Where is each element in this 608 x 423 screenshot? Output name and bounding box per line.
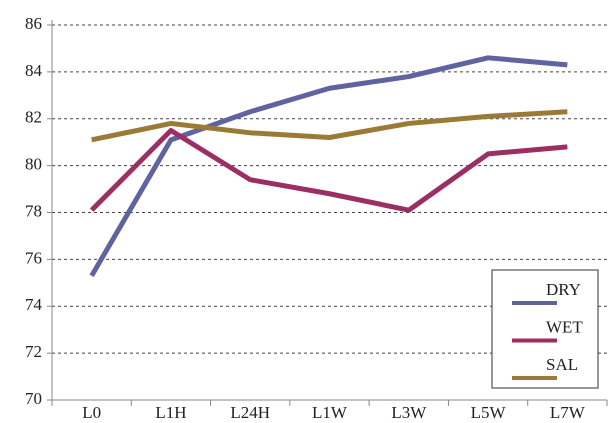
- series-line: [89, 127, 568, 213]
- series-line: [91, 109, 568, 143]
- y-tick-label: 80: [25, 155, 42, 174]
- legend-label: WET: [546, 317, 583, 336]
- legend-label: SAL: [546, 355, 578, 374]
- x-tick-label: L24H: [230, 403, 270, 422]
- series-line: [89, 55, 568, 278]
- y-tick-label: 72: [25, 342, 42, 361]
- y-tick-label: 78: [25, 201, 42, 220]
- y-tick-label: 70: [25, 389, 42, 408]
- y-tick-label: 86: [25, 14, 42, 33]
- y-tick-label: 82: [25, 108, 42, 127]
- legend-label: DRY: [546, 280, 581, 299]
- y-tick-label: 76: [25, 248, 42, 267]
- x-tick-label: L5W: [471, 403, 507, 422]
- x-tick-label: L1H: [155, 403, 186, 422]
- x-tick-label: L3W: [391, 403, 427, 422]
- legend-box: [491, 269, 599, 389]
- x-tick-label: L0: [82, 403, 101, 422]
- y-tick-label: 84: [25, 61, 43, 80]
- y-tick-label: 74: [25, 295, 43, 314]
- x-tick-label: L7W: [550, 403, 586, 422]
- x-tick-label: L1W: [312, 403, 348, 422]
